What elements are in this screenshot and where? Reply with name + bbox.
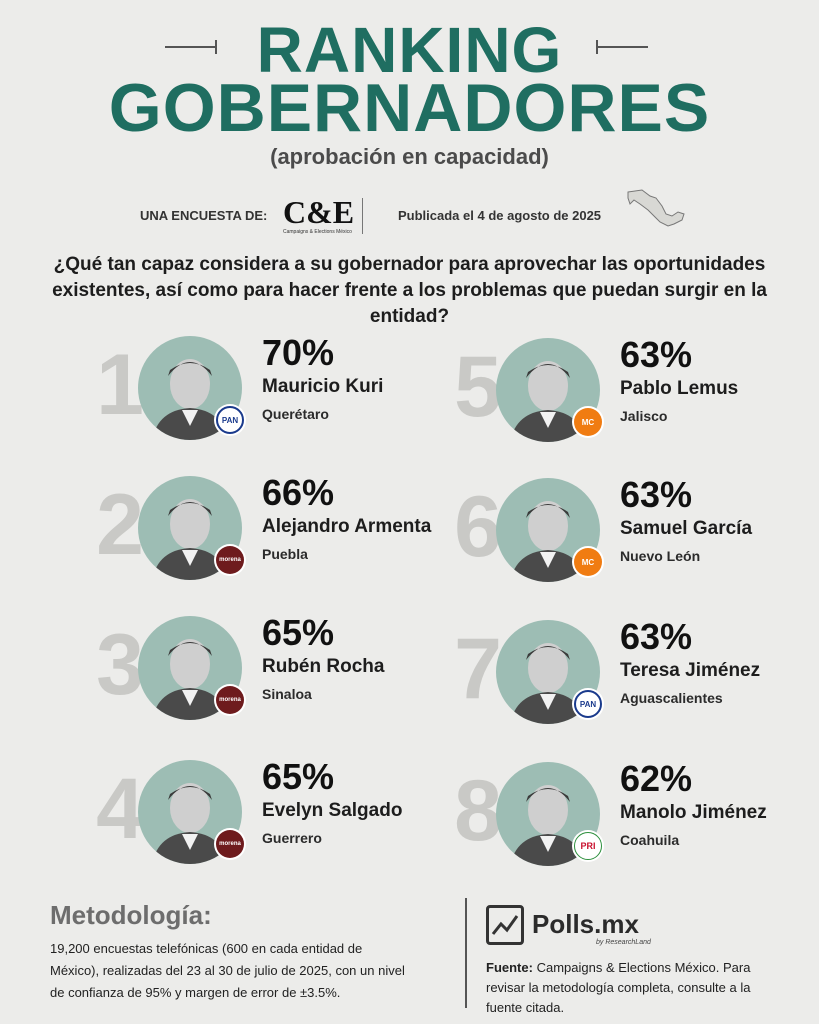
rank-card: 4 morena 65% Evelyn Salgado Guerrero (90, 754, 460, 874)
approval-percentage: 62% (620, 758, 693, 799)
title-deco-left (165, 40, 217, 54)
methodology-title: Metodología: (50, 900, 212, 930)
published-date: Publicada el 4 de agosto de 2025 (398, 208, 602, 223)
governor-state: Querétaro (262, 406, 329, 422)
governor-name: Rubén Rocha (262, 656, 385, 677)
approval-percentage: 66% (262, 472, 335, 513)
rank-number: 2 (96, 477, 144, 573)
methodology-text: 19,200 encuestas telefónicas (600 en cad… (50, 941, 405, 1000)
rank-number: 7 (454, 621, 502, 717)
rank-number: 8 (454, 763, 502, 859)
subtitle: (aprobación en capacidad) (270, 144, 549, 169)
mexico-map-icon (627, 189, 685, 227)
party-logo-icon: morena (216, 546, 244, 574)
governor-name: Pablo Lemus (620, 378, 739, 399)
rank-card: 8 PRI 62% Manolo Jiménez Coahuila (448, 756, 818, 876)
governor-state: Jalisco (620, 408, 668, 424)
governor-state: Aguascalientes (620, 690, 723, 706)
governor-state: Coahuila (620, 832, 680, 848)
governor-photo (496, 762, 600, 866)
approval-percentage: 63% (620, 474, 693, 515)
governor-state: Puebla (262, 546, 308, 562)
ce-logo: C&E Campaigns & Elections México (283, 194, 355, 235)
governor-state: Guerrero (262, 830, 322, 846)
rank-card: 6 MC 63% Samuel García Nuevo León (448, 472, 818, 592)
source-text: Campaigns & Elections México. Para revis… (486, 960, 751, 1015)
approval-percentage: 65% (262, 612, 335, 653)
governor-state: Nuevo León (620, 548, 701, 564)
title-line-1: RANKING (256, 14, 563, 86)
rank-number: 3 (96, 617, 144, 713)
rank-number: 1 (96, 337, 144, 433)
governor-name: Evelyn Salgado (262, 800, 403, 821)
title-deco-right (596, 40, 648, 54)
party-logo-icon: MC (574, 548, 602, 576)
rank-card: 7 PAN 63% Teresa Jiménez Aguascalientes (448, 614, 818, 734)
approval-percentage: 70% (262, 332, 335, 373)
ce-logo-subtext: Campaigns & Elections México (283, 229, 352, 235)
party-logo-icon: PAN (574, 690, 602, 718)
polls-logo: Polls.mx by ResearchLand (486, 905, 746, 955)
rank-number: 6 (454, 479, 502, 575)
approval-percentage: 63% (620, 334, 693, 375)
polls-brand: Polls.mx (532, 909, 639, 939)
governor-photo (496, 620, 600, 724)
source-note: Fuente: Campaigns & Elections México. Pa… (486, 958, 786, 1018)
title-line-2: GOBERNADORES (108, 70, 711, 146)
governor-name: Alejandro Armenta (262, 516, 432, 537)
governor-name: Samuel García (620, 518, 753, 539)
governor-name: Mauricio Kuri (262, 376, 384, 397)
chart-icon (486, 905, 524, 945)
rank-card: 1 PAN 70% Mauricio Kuri Querétaro (90, 330, 460, 450)
party-logo-icon: morena (216, 686, 244, 714)
polls-brand-sub: by ResearchLand (596, 939, 651, 946)
governor-name: Manolo Jiménez (620, 802, 767, 823)
ce-logo-text: C&E (283, 194, 355, 230)
rank-card: 2 morena 66% Alejandro Armenta Puebla (90, 470, 460, 590)
rank-number: 4 (96, 761, 144, 857)
footer-divider (465, 898, 467, 1008)
approval-percentage: 63% (620, 616, 693, 657)
rank-card: 5 MC 63% Pablo Lemus Jalisco (448, 332, 818, 452)
approval-percentage: 65% (262, 756, 335, 797)
party-logo-icon: morena (216, 830, 244, 858)
rank-card: 3 morena 65% Rubén Rocha Sinaloa (90, 610, 460, 730)
rank-number: 5 (454, 339, 502, 435)
governor-state: Sinaloa (262, 686, 312, 702)
party-logo-icon: PRI (574, 832, 602, 860)
survey-question: ¿Qué tan capaz considera a su gobernador… (52, 254, 767, 327)
survey-row: UNA ENCUESTA DE: C&E Campaigns & Electio… (0, 196, 819, 240)
survey-label: UNA ENCUESTA DE: (140, 208, 268, 223)
survey-divider (362, 198, 363, 234)
party-logo-icon: PAN (216, 406, 244, 434)
governor-name: Teresa Jiménez (620, 660, 761, 681)
party-logo-icon: MC (574, 408, 602, 436)
source-label: Fuente: (486, 960, 533, 975)
